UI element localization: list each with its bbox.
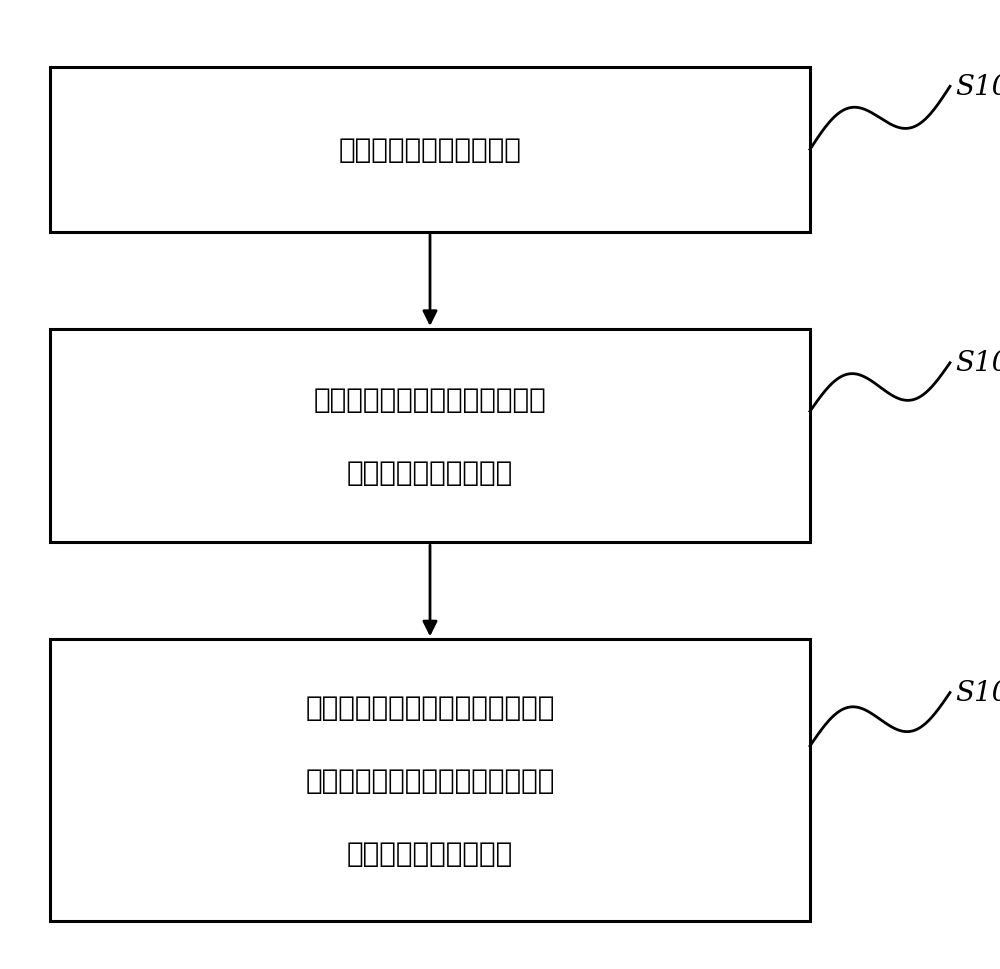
Text: 对所述多路铁口视频流数据进行: 对所述多路铁口视频流数据进行 [314,386,546,414]
FancyBboxPatch shape [50,329,810,543]
Text: 检测网络，通过所述目标识别检测: 检测网络，通过所述目标识别检测 [305,766,555,794]
FancyBboxPatch shape [50,68,810,233]
Text: 获取多路铁口视频流数据: 获取多路铁口视频流数据 [339,137,521,164]
Text: S103: S103 [955,679,1000,706]
Text: S101: S101 [955,74,1000,101]
Text: 解码得到多帧铁口图像: 解码得到多帧铁口图像 [347,458,513,486]
FancyBboxPatch shape [50,640,810,921]
Text: 网络得到铁流检测信息: 网络得到铁流检测信息 [347,839,513,866]
Text: S102: S102 [955,350,1000,377]
Text: 将所述多帧铁口图像输入目标识别: 将所述多帧铁口图像输入目标识别 [305,694,555,721]
